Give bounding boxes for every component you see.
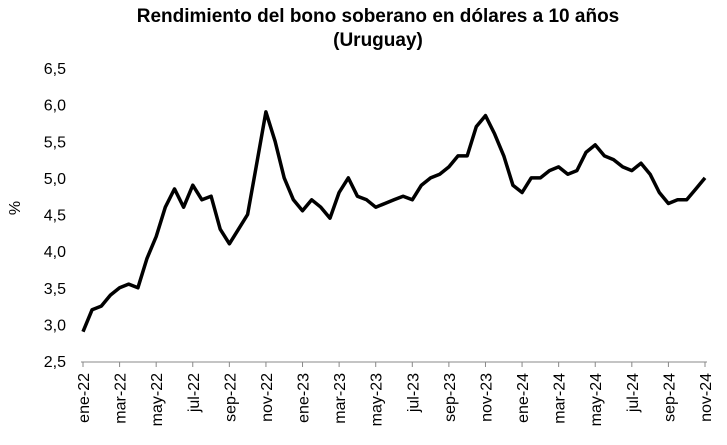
data-line xyxy=(81,110,707,333)
x-tick-label: jul-24 xyxy=(625,373,642,413)
x-tick-label: jul-23 xyxy=(405,373,422,413)
chart-title: (Uruguay) xyxy=(333,30,423,51)
x-tick-label: may-23 xyxy=(369,373,386,426)
x-tick-label: sep-22 xyxy=(222,373,239,422)
x-tick-label: ene-24 xyxy=(515,373,532,423)
x-tick-label: nov-22 xyxy=(259,373,276,422)
y-tick-label: 2,5 xyxy=(44,354,66,371)
x-tick-label: may-24 xyxy=(588,373,605,426)
x-tick-label: mar-24 xyxy=(552,373,569,424)
x-tick-label: sep-24 xyxy=(661,373,678,422)
y-tick-label: 5,5 xyxy=(44,134,66,151)
y-tick-label: 5,0 xyxy=(44,171,66,188)
y-tick-label: 4,0 xyxy=(44,244,66,261)
y-tick-label: 4,5 xyxy=(44,208,66,225)
x-tick-label: mar-22 xyxy=(113,373,130,424)
y-tick-label: 6,5 xyxy=(44,61,66,78)
y-tick-label: 6,0 xyxy=(44,98,66,115)
y-tick-label: 3,0 xyxy=(44,317,66,334)
y-tick-label: 3,5 xyxy=(44,281,66,298)
chart-title: Rendimiento del bono soberano en dólares… xyxy=(137,6,620,27)
x-tick-label: may-22 xyxy=(149,373,166,426)
x-tick-label: nov-24 xyxy=(698,373,715,422)
x-tick-label: ene-23 xyxy=(296,373,313,423)
x-tick-label: mar-23 xyxy=(332,373,349,424)
x-tick-label: sep-23 xyxy=(442,373,459,422)
y-axis-label: % xyxy=(7,201,24,215)
x-tick-label: ene-22 xyxy=(76,373,93,423)
x-tick-label: nov-23 xyxy=(478,373,495,422)
x-tick-label: jul-22 xyxy=(186,373,203,413)
